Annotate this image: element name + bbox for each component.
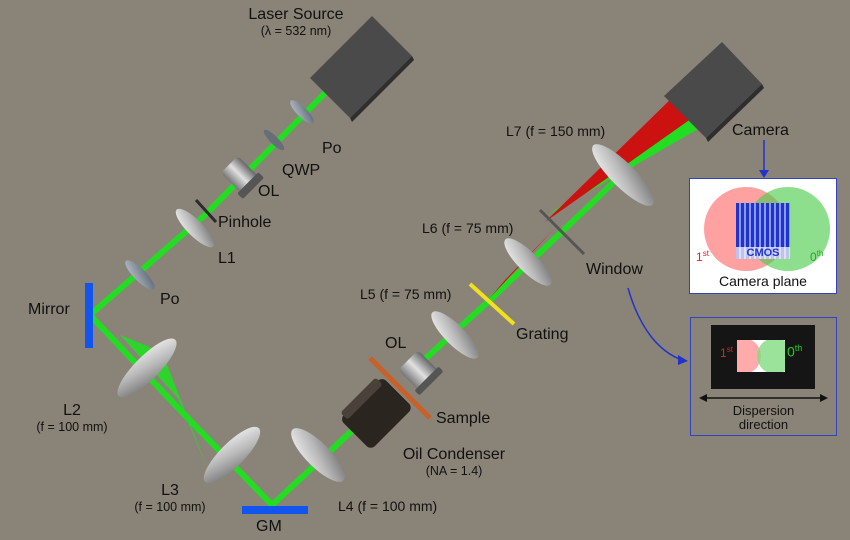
l1-label: L1 bbox=[218, 250, 236, 267]
excitation-beam bbox=[87, 85, 358, 508]
window-zero-order-number: 0 bbox=[787, 343, 795, 360]
l2-focal: (f = 100 mm) bbox=[36, 420, 108, 434]
lens-l6 bbox=[504, 238, 552, 286]
ol-top-label: OL bbox=[258, 183, 280, 200]
l3-name: L3 bbox=[161, 482, 179, 499]
laser-source-wavelength: (λ = 532 nm) bbox=[260, 24, 332, 38]
arrow-window-head bbox=[678, 355, 688, 365]
ol-mid-label: OL bbox=[385, 335, 407, 352]
l7-label: L7 (f = 150 mm) bbox=[506, 123, 606, 139]
quarter-wave-plate bbox=[263, 129, 285, 151]
po-top-label: Po bbox=[322, 140, 342, 157]
camera-body bbox=[664, 42, 764, 142]
first-order-number: 1 bbox=[696, 250, 703, 264]
lens-l1 bbox=[175, 208, 215, 248]
window-zero-order-suffix: th bbox=[794, 343, 803, 353]
sample-label: Sample bbox=[436, 410, 491, 427]
mirror-label: Mirror bbox=[28, 301, 70, 318]
lens-l7 bbox=[592, 144, 654, 206]
window-zero-order-spot bbox=[757, 340, 785, 372]
gm-label: GM bbox=[256, 518, 282, 535]
lens-l5 bbox=[431, 311, 479, 359]
window-plane-panel: 1st 0th Dispersion direction bbox=[690, 317, 837, 436]
lens-l2 bbox=[117, 338, 177, 398]
dispersion-caption-line2: direction bbox=[738, 417, 789, 432]
grating-label: Grating bbox=[516, 326, 569, 343]
objective-mid bbox=[399, 351, 443, 395]
laser-source-name: Laser Source bbox=[248, 6, 344, 23]
l6-label: L6 (f = 75 mm) bbox=[422, 220, 514, 236]
galvo-mirror bbox=[242, 506, 308, 514]
l5-label: L5 (f = 75 mm) bbox=[360, 286, 452, 302]
arrow-window-to-panel bbox=[627, 287, 683, 361]
sample-slide bbox=[368, 356, 432, 420]
window-first-order-number: 1 bbox=[720, 346, 727, 360]
dispersion-caption: Dispersion direction bbox=[691, 404, 836, 432]
mirror bbox=[85, 283, 93, 348]
pinhole-label: Pinhole bbox=[218, 214, 272, 231]
l2-label: L2 (f = 100 mm) bbox=[12, 402, 132, 434]
window-first-order-label: 1st bbox=[720, 345, 733, 360]
pinhole-plate bbox=[194, 198, 218, 224]
window-first-order-suffix: st bbox=[726, 345, 733, 354]
window-aperture bbox=[737, 340, 785, 372]
oil-condenser-body bbox=[341, 378, 411, 448]
first-order-suffix: st bbox=[702, 249, 709, 258]
polarizer-top bbox=[290, 100, 314, 124]
camera-plane-panel: CMOS 1st 0th Camera plane bbox=[689, 178, 837, 294]
first-order-label: 1st bbox=[696, 249, 709, 264]
l3-focal: (f = 100 mm) bbox=[134, 500, 206, 514]
lens-l4 bbox=[291, 428, 345, 482]
window-image: 1st 0th bbox=[711, 325, 815, 389]
window-label: Window bbox=[586, 261, 643, 278]
dispersion-arrow bbox=[699, 394, 828, 402]
l4-label: L4 (f = 100 mm) bbox=[338, 498, 438, 514]
l2-name: L2 bbox=[63, 402, 81, 419]
oil-condenser-label: Oil Condenser (NA = 1.4) bbox=[384, 446, 524, 478]
po-left-label: Po bbox=[160, 291, 180, 308]
camera-label: Camera bbox=[732, 122, 789, 139]
arrow-camera-head bbox=[759, 170, 769, 178]
window-plate bbox=[538, 208, 586, 256]
laser-source-label: Laser Source (λ = 532 nm) bbox=[230, 6, 362, 38]
zero-order-suffix: th bbox=[816, 249, 824, 258]
grating bbox=[468, 282, 516, 326]
dispersion-caption-line1: Dispersion bbox=[732, 403, 795, 418]
zero-order-label: 0th bbox=[810, 249, 823, 264]
window-zero-order-label: 0th bbox=[787, 343, 802, 360]
qwp-label: QWP bbox=[282, 162, 321, 179]
polarizer-left bbox=[125, 260, 155, 290]
camera-plane-caption: Camera plane bbox=[719, 273, 807, 289]
oil-condenser-name: Oil Condenser bbox=[402, 446, 506, 463]
zero-order-number: 0 bbox=[810, 250, 817, 264]
cmos-label: CMOS bbox=[736, 247, 790, 259]
oil-condenser-na: (NA = 1.4) bbox=[425, 464, 483, 478]
laser-source-body bbox=[310, 16, 414, 122]
objective-top bbox=[222, 157, 264, 199]
lens-l3 bbox=[203, 426, 261, 484]
l3-label: L3 (f = 100 mm) bbox=[110, 482, 230, 514]
